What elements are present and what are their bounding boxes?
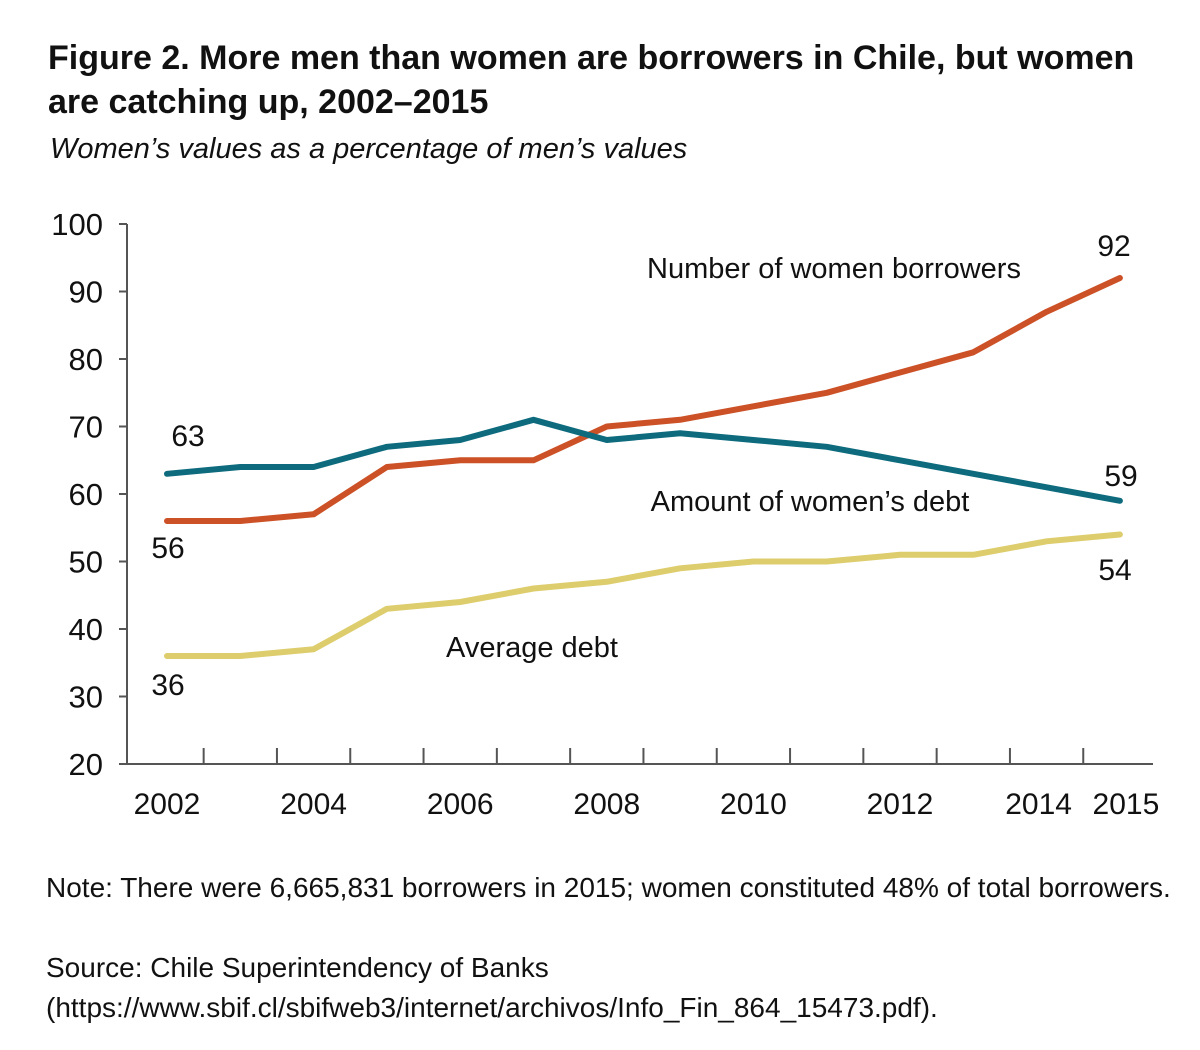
chart-source: Source: Chile Superintendency of Banks (…	[46, 952, 938, 1023]
data-label-average-debt-2015: 54	[1098, 554, 1131, 587]
data-label-women-borrowers-2002: 56	[151, 532, 184, 565]
y-tick-label: 80	[69, 342, 103, 377]
x-tick-label: 2004	[280, 788, 347, 821]
data-label-womens-debt-2015: 59	[1104, 460, 1137, 493]
y-tick-label: 60	[69, 477, 103, 512]
chart-title: Figure 2. More men than women are borrow…	[48, 39, 1135, 121]
data-label-womens-debt-2002: 63	[171, 420, 204, 453]
data-label-women-borrowers-2015: 92	[1097, 230, 1130, 263]
x-tick-label: 2006	[427, 788, 494, 821]
y-tick-label: 50	[69, 545, 103, 580]
y-tick-label: 90	[69, 275, 103, 310]
chart-note: Note: There were 6,665,831 borrowers in …	[46, 872, 1171, 903]
x-tick-label: 2015	[1093, 788, 1160, 821]
y-tick-label: 40	[69, 612, 103, 647]
chart-subtitle: Women’s values as a percentage of men’s …	[50, 133, 688, 165]
y-tick-label: 30	[69, 680, 103, 715]
y-tick-label: 70	[69, 410, 103, 445]
x-tick-label: 2008	[573, 788, 640, 821]
number-of-women-borrowers-line	[164, 275, 1123, 524]
amount-of-womens-debt-line	[164, 416, 1123, 504]
x-tick-label: 2012	[867, 788, 934, 821]
line-chart: 20 30 40 50 60 70 80 90 100 2002 2004 2006 2008 2010 2…	[51, 207, 1160, 821]
y-tick-label: 100	[51, 207, 103, 242]
data-label-average-debt-2002: 36	[151, 669, 184, 702]
series-label-amount-of-womens-debt: Amount of women’s debt	[651, 486, 970, 518]
x-tick-label: 2010	[720, 788, 787, 821]
series-label-number-of-women-borrowers: Number of women borrowers	[647, 253, 1021, 285]
x-tick-label: 2014	[1005, 788, 1072, 821]
average-debt-line	[164, 531, 1123, 659]
x-tick-label: 2002	[134, 788, 201, 821]
series-label-average-debt: Average debt	[446, 632, 618, 664]
y-tick-label: 20	[69, 747, 103, 782]
